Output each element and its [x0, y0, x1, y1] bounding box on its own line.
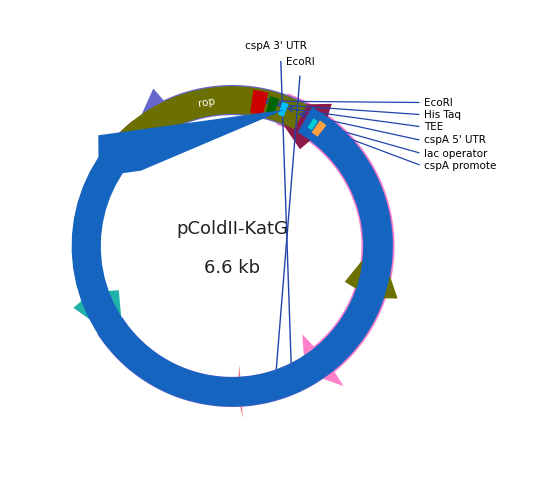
- Polygon shape: [72, 86, 398, 406]
- Polygon shape: [97, 85, 393, 407]
- Text: M13  IG: M13 IG: [146, 363, 186, 390]
- Text: EcoRI: EcoRI: [424, 97, 453, 108]
- Text: KatG: KatG: [370, 218, 385, 248]
- Text: His Taq: His Taq: [424, 110, 461, 120]
- Polygon shape: [74, 88, 390, 404]
- Text: lac operator: lac operator: [424, 149, 488, 158]
- Polygon shape: [276, 93, 395, 386]
- Text: rop: rop: [197, 96, 216, 109]
- Polygon shape: [308, 119, 318, 130]
- Text: 6.6 kb: 6.6 kb: [204, 259, 260, 277]
- Polygon shape: [312, 121, 326, 137]
- Text: cspA 3' UTR: cspA 3' UTR: [245, 41, 307, 52]
- Text: EcoRI: EcoRI: [286, 57, 314, 67]
- Text: cspA promote: cspA promote: [424, 161, 496, 171]
- Polygon shape: [72, 107, 392, 406]
- Polygon shape: [72, 104, 392, 406]
- Text: pColdII-KatG: pColdII-KatG: [176, 220, 288, 238]
- Text: TEE: TEE: [424, 122, 443, 132]
- Polygon shape: [278, 102, 289, 117]
- Text: Amp: Amp: [79, 216, 95, 246]
- Polygon shape: [266, 96, 279, 115]
- Polygon shape: [237, 365, 299, 418]
- Text: cspA 5' UTR: cspA 5' UTR: [424, 135, 486, 146]
- Text: lac  I: lac I: [351, 167, 375, 197]
- Polygon shape: [250, 90, 268, 115]
